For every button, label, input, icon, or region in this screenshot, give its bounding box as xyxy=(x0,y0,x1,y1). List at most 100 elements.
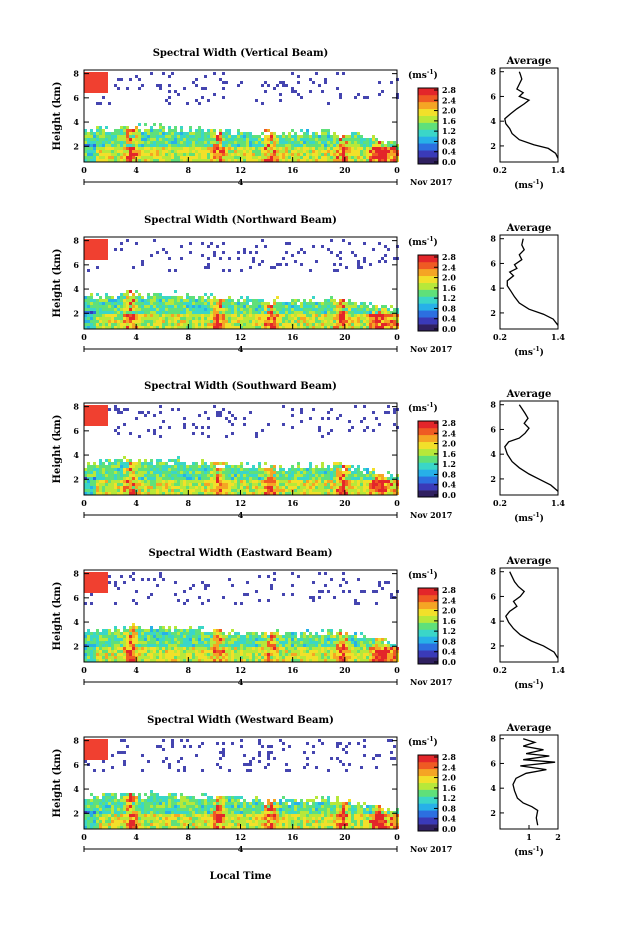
heatmap-cell xyxy=(252,644,255,647)
heatmap-cell xyxy=(225,471,228,474)
colorbar-swatch xyxy=(418,449,438,456)
heatmap-cell xyxy=(153,477,156,480)
heatmap-cell xyxy=(180,477,183,480)
heatmap-cell xyxy=(138,150,141,153)
heatmap-cell xyxy=(213,305,216,308)
heatmap-cell xyxy=(102,78,105,81)
heatmap-cell xyxy=(303,320,306,323)
heatmap-cell xyxy=(258,462,261,465)
heatmap-cell xyxy=(261,635,264,638)
heatmap-cell xyxy=(222,468,225,471)
heatmap-cell xyxy=(189,302,192,305)
heatmap-cell xyxy=(228,257,231,260)
heatmap-cell xyxy=(183,650,186,653)
unit-exponent: -1 xyxy=(533,179,540,186)
heatmap-cell xyxy=(96,311,99,314)
heatmap-cell xyxy=(96,629,99,632)
heatmap-cell xyxy=(153,483,156,486)
heatmap-cell xyxy=(336,417,339,420)
heatmap-cell xyxy=(303,468,306,471)
heatmap-cell xyxy=(93,153,96,156)
heatmap-cell xyxy=(174,314,177,317)
colorbar-swatch xyxy=(418,469,438,476)
heatmap-cell xyxy=(258,644,261,647)
heatmap-cell xyxy=(360,305,363,308)
heatmap-cell xyxy=(120,411,123,414)
heatmap-cell xyxy=(228,474,231,477)
heatmap-cell xyxy=(237,156,240,159)
heatmap-cell xyxy=(99,78,102,81)
heatmap-cell xyxy=(165,305,168,308)
heatmap-cell xyxy=(378,308,381,311)
heatmap-cell xyxy=(171,72,174,75)
heatmap-cell xyxy=(384,305,387,308)
heatmap-cell xyxy=(264,320,267,323)
heatmap-cell xyxy=(102,257,105,260)
heatmap-cell xyxy=(231,584,234,587)
heatmap-cell xyxy=(111,135,114,138)
heatmap-cell xyxy=(180,632,183,635)
heatmap-cell xyxy=(132,311,135,314)
heatmap-cell xyxy=(105,245,108,248)
heatmap-cell xyxy=(138,147,141,150)
heatmap-cell xyxy=(144,480,147,483)
heatmap-cell xyxy=(87,81,90,84)
heatmap-cell xyxy=(150,629,153,632)
average-unit: (ms-1) xyxy=(514,346,544,358)
heatmap-cell xyxy=(204,305,207,308)
average-y-tick-label: 6 xyxy=(490,424,496,434)
heatmap-cell xyxy=(297,483,300,486)
heatmap-cell xyxy=(174,147,177,150)
heatmap-cell xyxy=(273,471,276,474)
heatmap-cell xyxy=(252,153,255,156)
heatmap-cell xyxy=(90,132,93,135)
heatmap-cell xyxy=(123,486,126,489)
heatmap-cell xyxy=(144,465,147,468)
heatmap-cell xyxy=(177,477,180,480)
heatmap-cell xyxy=(261,320,264,323)
heatmap-cell xyxy=(159,156,162,159)
heatmap-cell xyxy=(114,299,117,302)
heatmap-cell xyxy=(168,135,171,138)
heatmap-cell xyxy=(333,314,336,317)
heatmap-cell xyxy=(126,629,129,632)
heatmap-cell xyxy=(231,320,234,323)
heatmap-cell xyxy=(180,150,183,153)
heatmap-cell xyxy=(276,483,279,486)
heatmap-cell xyxy=(258,299,261,302)
heatmap-cell xyxy=(264,647,267,650)
heatmap-cell xyxy=(303,323,306,326)
heatmap-cell xyxy=(150,323,153,326)
heatmap-cell xyxy=(87,323,90,326)
heatmap-cell xyxy=(198,638,201,641)
heatmap-cell xyxy=(270,150,273,153)
heatmap-cell xyxy=(276,153,279,156)
heatmap-cell xyxy=(240,147,243,150)
heatmap-cell xyxy=(180,257,183,260)
heatmap-cell xyxy=(357,308,360,311)
heatmap-cell xyxy=(249,647,252,650)
heatmap-cell xyxy=(117,320,120,323)
heatmap-cell xyxy=(138,138,141,141)
heatmap-cell xyxy=(246,317,249,320)
heatmap-cell xyxy=(228,311,231,314)
heatmap-cell xyxy=(195,656,198,659)
heatmap-cell xyxy=(327,150,330,153)
heatmap-cell xyxy=(336,302,339,305)
heatmap-cell xyxy=(120,299,123,302)
heatmap-cell xyxy=(201,489,204,492)
heatmap-cell xyxy=(306,647,309,650)
heatmap-cell xyxy=(183,647,186,650)
heatmap-cell xyxy=(99,153,102,156)
heatmap-cell xyxy=(255,308,258,311)
y-axis-label: Height (km) xyxy=(52,415,63,484)
heatmap-cell xyxy=(102,132,105,135)
heatmap-cell xyxy=(144,323,147,326)
heatmap-cell xyxy=(357,311,360,314)
heatmap-cell xyxy=(144,123,147,126)
heatmap-cell xyxy=(339,156,342,159)
heatmap-cell xyxy=(195,84,198,87)
heatmap-cell xyxy=(225,474,228,477)
heatmap-cell xyxy=(168,102,171,105)
heatmap-cell xyxy=(156,251,159,254)
